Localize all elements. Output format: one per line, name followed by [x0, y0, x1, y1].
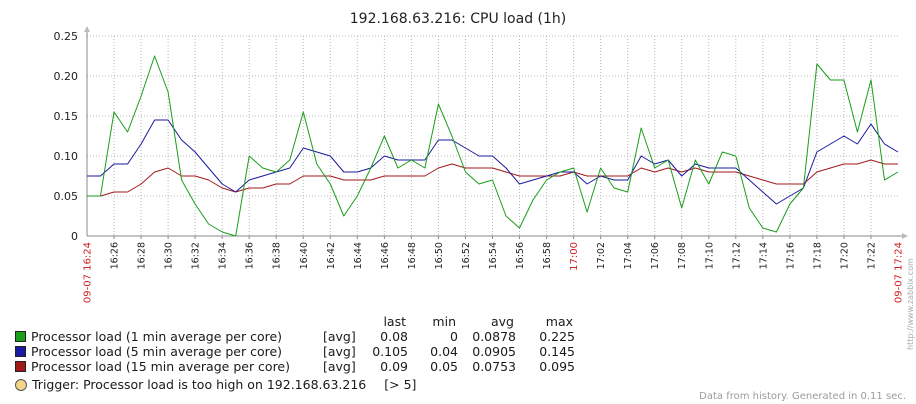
x-tick-label: 16:40 [299, 242, 310, 269]
y-axis-arrow-icon [84, 26, 90, 32]
legend-min: 0.04 [430, 344, 458, 359]
x-axis-arrow-icon [902, 233, 908, 239]
series-line-1 [87, 119, 899, 205]
x-start-label: 09-07 16:24 [83, 242, 94, 303]
legend-header-last: last [383, 314, 406, 329]
trigger-value: [> 5] [384, 377, 417, 392]
legend-func: [avg] [323, 329, 356, 344]
y-tick-label: 0.15 [54, 110, 79, 123]
x-tick-label: 17:14 [758, 242, 769, 269]
x-tick-label: 16:28 [137, 242, 148, 269]
legend-max: 0.145 [539, 344, 575, 359]
legend-last: 0.08 [380, 329, 408, 344]
legend-func: [avg] [323, 344, 356, 359]
legend-avg: 0.0905 [472, 344, 516, 359]
x-tick-label: 16:34 [218, 242, 229, 269]
series-line-0 [87, 55, 899, 237]
legend-avg: 0.0878 [472, 329, 516, 344]
trigger-label: Trigger: Processor load is too high on 1… [32, 377, 367, 392]
y-tick-label: 0.10 [54, 150, 79, 163]
x-tick-label: 16:36 [245, 242, 256, 269]
x-tick-label: 16:38 [272, 242, 283, 269]
x-tick-label: 17:08 [677, 242, 688, 269]
legend-label: Processor load (15 min average per core) [31, 359, 291, 374]
x-tick-label: 16:26 [110, 242, 121, 269]
series-line-2 [87, 159, 898, 197]
legend-row-1min: Processor load (1 min average per core) … [15, 329, 575, 344]
x-tick-label: 16:30 [164, 242, 175, 269]
legend-func: [avg] [323, 359, 356, 374]
x-tick-label: 17:02 [596, 242, 607, 269]
legend: . . last min avg max Processor load (1 m… [15, 314, 575, 392]
x-tick-label: 16:42 [326, 242, 337, 269]
x-tick-label: 16:50 [434, 242, 445, 269]
y-tick-label: 0.25 [54, 30, 79, 43]
zabbix-watermark: http://www.zabbix.com [906, 258, 915, 350]
legend-min: 0.05 [430, 359, 458, 374]
legend-label: Processor load (5 min average per core) [31, 344, 283, 359]
x-end-label: 09-07 17:24 [894, 242, 905, 303]
legend-min: 0 [450, 329, 458, 344]
legend-swatch-1min [15, 331, 26, 342]
ticks: 0 0.05 0.10 0.15 0.20 0.25 16:26 16:28 16:30 16:3… [54, 30, 905, 303]
series-group [87, 55, 899, 237]
grid [87, 35, 898, 236]
legend-header-row: . . last min avg max [15, 314, 575, 329]
legend-swatch-15min [15, 361, 26, 372]
x-tick-label: 17:22 [866, 242, 877, 269]
x-tick-label: 17:16 [785, 242, 796, 269]
legend-header-max: max [545, 314, 573, 329]
legend-swatch-5min [15, 346, 26, 357]
legend-avg: 0.0753 [472, 359, 516, 374]
y-tick-label: 0 [71, 230, 78, 243]
legend-header-min: min [432, 314, 456, 329]
x-tick-label: 17:18 [812, 242, 823, 269]
legend-row-5min: Processor load (5 min average per core) … [15, 344, 575, 359]
x-tick-label: 16:52 [461, 242, 472, 269]
x-tick-label: 16:54 [488, 242, 499, 269]
legend-label: Processor load (1 min average per core) [31, 329, 283, 344]
y-tick-label: 0.20 [54, 70, 79, 83]
x-tick-label: 17:00 [569, 242, 580, 271]
x-tick-label: 16:32 [191, 242, 202, 269]
legend-row-15min: Processor load (15 min average per core)… [15, 359, 575, 374]
y-tick-label: 0.05 [54, 190, 79, 203]
legend-header-avg: avg [491, 314, 514, 329]
legend-row-trigger: Trigger: Processor load is too high on 1… [15, 377, 575, 392]
x-tick-label: 17:06 [650, 242, 661, 269]
x-tick-label: 17:04 [623, 242, 634, 269]
legend-last: 0.105 [372, 344, 408, 359]
x-tick-label: 16:44 [353, 242, 364, 269]
x-tick-label: 16:56 [515, 242, 526, 269]
trigger-dot-icon [15, 378, 27, 391]
x-tick-label: 17:10 [704, 242, 715, 269]
x-tick-label: 17:12 [731, 242, 742, 269]
legend-last: 0.09 [380, 359, 408, 374]
legend-max: 0.095 [539, 359, 575, 374]
axes [84, 26, 908, 239]
x-tick-label: 16:58 [542, 242, 553, 269]
x-tick-label: 17:20 [839, 242, 850, 269]
legend-max: 0.225 [539, 329, 575, 344]
x-tick-label: 16:48 [407, 242, 418, 269]
chart-title: 192.168.63.216: CPU load (1h) [350, 11, 567, 27]
footer-generated: Data from history. Generated in 0.11 sec… [699, 391, 906, 402]
x-tick-label: 16:46 [380, 242, 391, 269]
